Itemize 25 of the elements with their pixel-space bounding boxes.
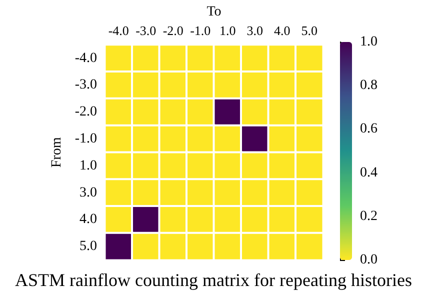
y-tick-label: -3.0 xyxy=(74,78,97,93)
x-axis-title: To xyxy=(206,4,222,20)
x-tick-label: -3.0 xyxy=(136,22,156,38)
y-tick-label: -1.0 xyxy=(74,132,97,147)
color-bar-label: 0.0 xyxy=(360,252,378,268)
color-bar-label: 0.6 xyxy=(360,122,378,137)
color-bar-label: 0.2 xyxy=(360,208,378,224)
x-tick-label: 1.0 xyxy=(220,22,236,38)
x-tick-label: -1.0 xyxy=(190,22,211,38)
color-bar-label: 0.8 xyxy=(360,78,378,94)
y-axis-title: From xyxy=(49,137,64,168)
color-bar-label: 0.4 xyxy=(360,165,378,180)
y-tick-label: 3.0 xyxy=(80,185,97,200)
x-tick-label: 5.0 xyxy=(301,22,318,38)
x-tick-label: -4.0 xyxy=(108,22,129,38)
x-tick-label: 3.0 xyxy=(246,22,263,38)
y-tick-label: -2.0 xyxy=(74,104,97,120)
color-bar-label: 1.0 xyxy=(360,34,378,50)
x-tick-label: -2.0 xyxy=(162,22,184,38)
y-tick-label: 4.0 xyxy=(80,212,97,228)
x-tick-label: 4.0 xyxy=(274,22,290,38)
y-tick-label: -4.0 xyxy=(74,50,97,66)
text: ASTM rainflow counting matrix for repeating histories xyxy=(15,270,412,290)
y-tick-label: 1.0 xyxy=(80,158,97,174)
y-tick-label: 5.0 xyxy=(80,239,97,254)
